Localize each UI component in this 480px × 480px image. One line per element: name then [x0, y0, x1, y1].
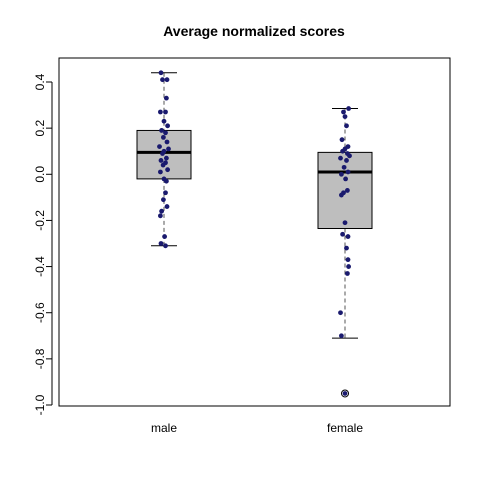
data-point: [345, 234, 351, 239]
data-point: [164, 204, 170, 209]
data-point: [341, 109, 346, 115]
data-point: [345, 271, 350, 276]
data-point: [158, 158, 164, 163]
plot-frame: [58, 57, 451, 407]
data-point: [158, 70, 164, 76]
data-point: [344, 158, 349, 163]
data-point: [166, 146, 171, 152]
data-point: [339, 137, 345, 143]
data-point: [165, 167, 171, 173]
data-point: [346, 106, 351, 111]
data-point: [338, 310, 343, 316]
data-point: [160, 77, 165, 83]
data-point: [159, 208, 165, 214]
data-point: [344, 245, 349, 251]
data-point: [343, 176, 348, 182]
y-axis: 0.4 0.2 0.0 -0.2 -0.4 -0.6 -0.8 -1.0: [33, 73, 53, 415]
data-point: [158, 109, 163, 115]
data-point: [164, 178, 169, 184]
data-point: [339, 192, 344, 198]
data-point: [158, 241, 164, 246]
y-tick-label: -0.6: [33, 302, 47, 323]
chart-title: Average normalized scores: [163, 23, 345, 39]
data-point: [158, 169, 163, 175]
data-point: [345, 188, 350, 193]
y-tick-label: 0.2: [33, 119, 47, 136]
data-point: [163, 190, 168, 196]
data-point: [346, 264, 351, 269]
data-point: [342, 391, 348, 396]
data-point: [157, 144, 162, 150]
data-point: [162, 234, 168, 239]
data-point: [342, 114, 348, 120]
plot-area: [136, 70, 373, 398]
data-point: [165, 123, 171, 129]
y-tick-label: 0.0: [33, 166, 47, 183]
data-point: [345, 257, 351, 263]
data-point: [161, 118, 167, 124]
outlier-marker: [341, 389, 349, 398]
data-point: [159, 128, 165, 133]
data-point: [338, 155, 343, 161]
y-tick-label: 0.4: [33, 73, 47, 90]
y-tick-label: -0.8: [33, 348, 47, 369]
data-point: [339, 333, 344, 339]
data-point: [344, 123, 349, 129]
box-group-male: [136, 70, 192, 249]
data-point: [164, 95, 169, 101]
data-point: [161, 134, 166, 140]
data-point: [164, 139, 170, 145]
x-category-label: male: [151, 421, 177, 435]
x-axis: male female: [151, 421, 363, 435]
data-point: [160, 151, 165, 156]
data-point: [345, 169, 351, 175]
data-point: [339, 171, 344, 177]
data-point: [164, 155, 169, 161]
data-point: [163, 243, 168, 249]
data-point: [163, 130, 168, 136]
y-tick-label: -0.4: [33, 256, 47, 277]
data-point: [161, 197, 166, 203]
y-tick-label: -0.2: [33, 210, 47, 231]
data-point: [164, 77, 170, 83]
data-point: [160, 162, 166, 168]
data-point: [342, 220, 348, 226]
box-group-female: [317, 106, 373, 398]
data-point: [340, 148, 345, 154]
data-point: [341, 164, 347, 170]
x-category-label: female: [327, 421, 363, 435]
data-point: [340, 231, 345, 237]
data-point: [347, 153, 352, 159]
data-point: [158, 213, 163, 219]
data-point: [163, 109, 168, 115]
y-tick-label: -1.0: [33, 394, 47, 415]
